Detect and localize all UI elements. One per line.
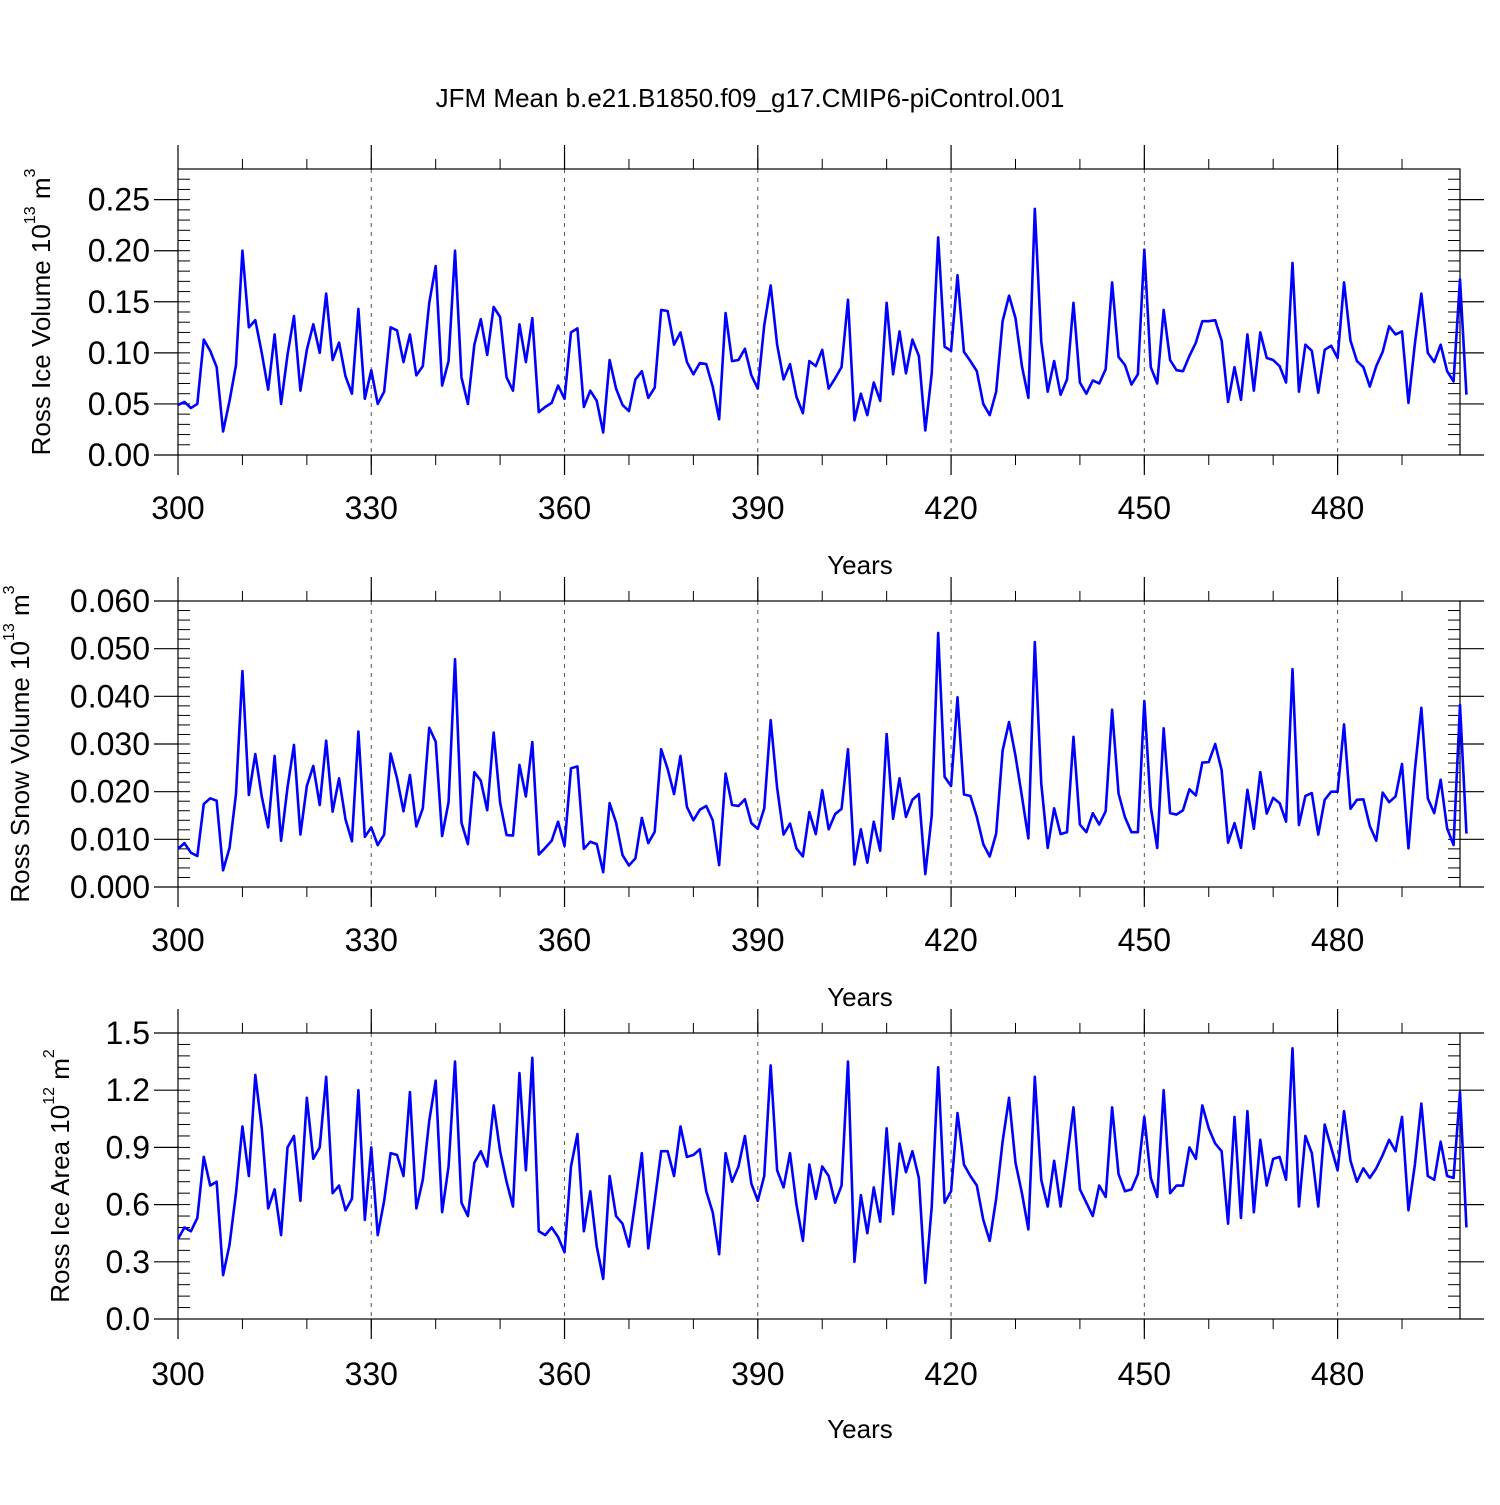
panel-3-frame (177, 1032, 1461, 1320)
panel-1-ylabel-main: Ross Ice Volume 10 (26, 224, 56, 455)
panel-2-major-ticks (154, 577, 1484, 907)
figure-title: JFM Mean b.e21.B1850.f09_g17.CMIP6-piCon… (436, 83, 1065, 113)
panel-2-x-tick-label-480: 480 (1311, 922, 1364, 958)
panel-2-y-tick-label-5: 0.050 (70, 631, 150, 667)
panel-1-y-tick-label-2: 0.10 (88, 335, 150, 371)
panel-2-y-tick-label-6: 0.060 (70, 583, 150, 619)
panel-ice-area: 300 330 360 390 420 450 480 0.0 0.3 0.6 0.9 1.2 1.5… (41, 1009, 1484, 1444)
panel-3-x-tick-label-480: 480 (1311, 1356, 1364, 1392)
panel-snow-volume: 300 330 360 390 420 450 480 0.0000.0100.0200.0… (1, 577, 1484, 1012)
panel-3-major-ticks (154, 1009, 1484, 1339)
panel-2-x-tick-label-450: 450 (1118, 922, 1171, 958)
panel-2-y-axis-label: Ross Snow Volume 1013 m3 (1, 585, 35, 902)
panel-2-ylabel-unit: m (5, 594, 35, 623)
panel-1-x-tick-label-450: 450 (1118, 490, 1171, 526)
panel-1-y-tick-label-3: 0.15 (88, 284, 150, 320)
panel-1-y-tick-labels: 0.00 0.05 0.10 0.15 0.20 0.25 (88, 182, 150, 473)
panel-3-x-axis-label: Years (827, 1414, 893, 1444)
panel-3-ylabel-unit: m (45, 1058, 75, 1087)
panel-3-x-tick-label-420: 420 (924, 1356, 977, 1392)
panel-1-y-tick-label-5: 0.25 (88, 182, 150, 218)
panel-3-x-tick-label-360: 360 (538, 1356, 591, 1392)
panel-3-y-tick-label-2: 0.6 (106, 1187, 150, 1223)
panel-2-y-tick-label-2: 0.020 (70, 774, 150, 810)
panel-ice-volume: 300 330 360 390 420 450 480 0.000.050.100.150.… (22, 145, 1484, 580)
panel-2-series-line (177, 631, 1468, 876)
panel-1-x-tick-label-360: 360 (538, 490, 591, 526)
panel-2-x-tick-labels: 300 330 360 390 420 450 480 (151, 922, 1364, 958)
panel-3-x-tick-label-330: 330 (345, 1356, 398, 1392)
panel-2-x-tick-label-300: 300 (151, 922, 204, 958)
panel-1-x-tick-label-390: 390 (731, 490, 784, 526)
panel-2-x-tick-label-330: 330 (345, 922, 398, 958)
panel-1-y-tick-label-0: 0.00 (88, 437, 150, 473)
panel-1-x-tick-label-420: 420 (924, 490, 977, 526)
panel-2-x-tick-label-360: 360 (538, 922, 591, 958)
panel-2-ylabel-main: Ross Snow Volume 10 (5, 641, 35, 903)
panel-1-frame (177, 168, 1461, 456)
panel-2-y-tick-labels: 0.000 0.010 0.020 0.030 0.040 0.050 0.060 (70, 583, 150, 905)
panel-1-grid (370, 169, 1339, 455)
panel-1-ylabel-unit: m (26, 177, 56, 206)
panel-3-y-tick-labels: 0.0 0.3 0.6 0.9 1.2 1.5 (106, 1015, 150, 1337)
panel-2-y-tick-label-1: 0.010 (70, 821, 150, 857)
panel-2-frame (177, 600, 1461, 888)
panel-2-ylabel-exp: 13 (1, 623, 18, 641)
panel-2-y-tick-label-0: 0.000 (70, 869, 150, 905)
panel-1-x-tick-label-330: 330 (345, 490, 398, 526)
panel-3-y-tick-label-4: 1.2 (106, 1072, 150, 1108)
panel-1-ylabel-unit-exp: 3 (22, 168, 39, 177)
panel-1-y-tick-label-1: 0.05 (88, 386, 150, 422)
panel-1-y-axis-label: Ross Ice Volume 1013 m3 (22, 168, 56, 455)
panel-3-y-tick-label-3: 0.9 (106, 1129, 150, 1165)
panel-1-y-tick-label-4: 0.20 (88, 233, 150, 269)
panel-2-y-tick-label-4: 0.040 (70, 678, 150, 714)
panel-2-x-tick-label-390: 390 (731, 922, 784, 958)
panel-1-series-line (177, 207, 1468, 434)
panel-3-x-tick-label-450: 450 (1118, 1356, 1171, 1392)
panel-3-y-axis-label: Ross Ice Area 1012 m2 (41, 1049, 75, 1303)
panel-3-ylabel-unit-exp: 2 (41, 1049, 58, 1058)
panel-2-y-tick-label-3: 0.030 (70, 726, 150, 762)
panel-1-x-tick-label-300: 300 (151, 490, 204, 526)
panel-3-ylabel-main: Ross Ice Area 10 (45, 1105, 75, 1303)
panel-1-x-axis-label: Years (827, 550, 893, 580)
panel-1-x-tick-labels: 300 330 360 390 420 450 480 (151, 490, 1364, 526)
panel-2-ylabel-unit-exp: 3 (1, 585, 18, 594)
panel-3-x-tick-label-300: 300 (151, 1356, 204, 1392)
panel-3-grid (370, 1033, 1339, 1319)
panel-3-x-tick-labels: 300 330 360 390 420 450 480 (151, 1356, 1364, 1392)
panel-1-x-tick-label-480: 480 (1311, 490, 1364, 526)
panel-3-y-tick-label-0: 0.0 (106, 1301, 150, 1337)
panel-3-ylabel-exp: 12 (41, 1087, 58, 1105)
panel-2-grid (370, 601, 1339, 887)
panel-2-x-tick-label-420: 420 (924, 922, 977, 958)
panel-3-series-line (176, 1046, 1468, 1285)
panel-3-y-tick-label-1: 0.3 (106, 1244, 150, 1280)
panel-2-x-axis-label: Years (827, 982, 893, 1012)
panel-1-ylabel-exp: 13 (22, 206, 39, 224)
panel-3-y-tick-label-5: 1.5 (106, 1015, 150, 1051)
panel-3-x-tick-label-390: 390 (731, 1356, 784, 1392)
